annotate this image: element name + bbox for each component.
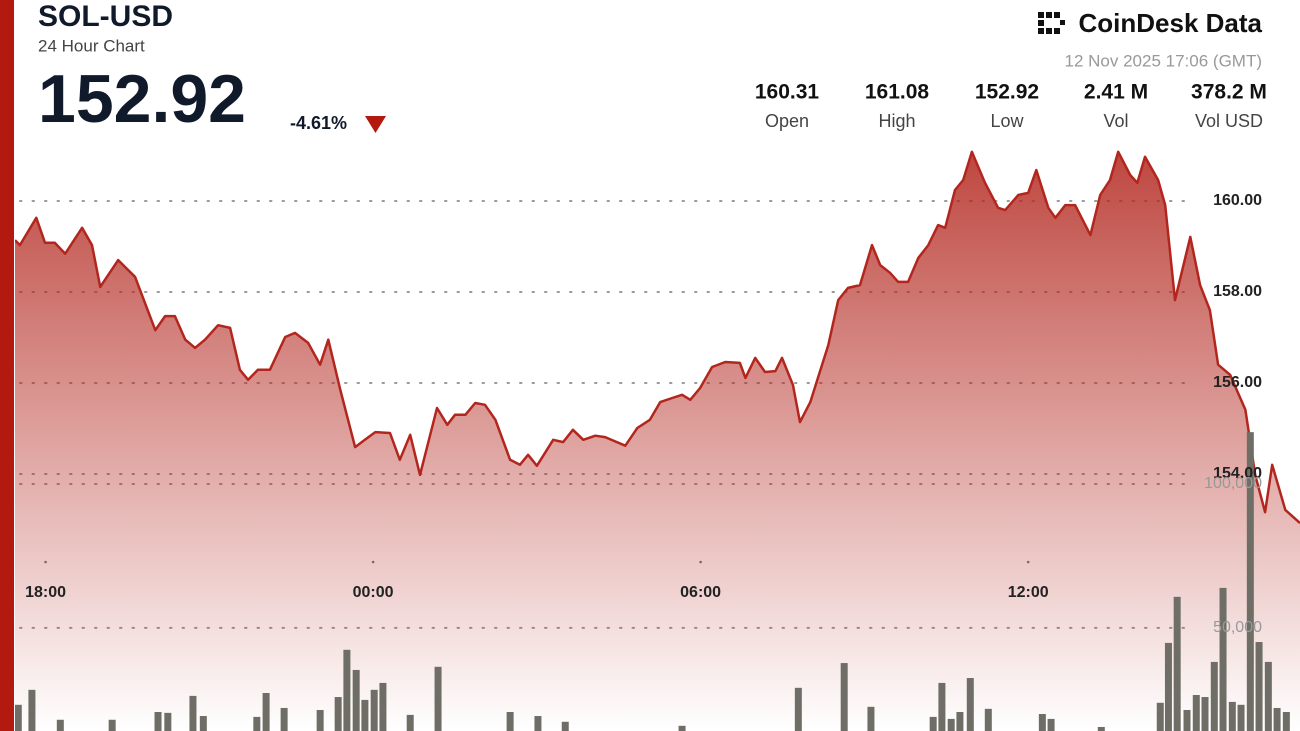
volume-bar <box>1282 711 1290 731</box>
volume-bar <box>15 704 22 731</box>
volume-bar <box>1201 697 1209 731</box>
volume-bar <box>1097 726 1105 731</box>
volume-bar <box>1210 661 1218 731</box>
change: -4.61% <box>290 113 347 133</box>
volume-bar <box>1255 642 1263 731</box>
stat-value: 2.41 M <box>1084 81 1148 104</box>
volume-bar <box>561 721 569 731</box>
symbol: SOL-USD <box>38 0 173 33</box>
x-tick-label: 06:00 <box>680 584 721 601</box>
volume-bar <box>1246 432 1254 731</box>
subtitle: 24 Hour Chart <box>38 36 145 55</box>
volume-bar <box>164 712 172 731</box>
volume-bar <box>199 716 207 731</box>
stat-label: High <box>878 111 915 131</box>
volume-bar <box>406 714 414 731</box>
y-tick-label: 154.00 <box>1213 465 1262 482</box>
volume-bar <box>506 711 514 731</box>
volume-bar <box>154 711 162 731</box>
volume-bar <box>56 719 64 731</box>
volume-bar <box>984 708 992 731</box>
volume-bar <box>1173 596 1181 731</box>
volume-bar <box>1156 702 1164 731</box>
stat-value: 161.08 <box>865 81 930 104</box>
volume-bar <box>794 687 802 731</box>
volume-bar <box>1264 661 1272 731</box>
stat-value: 160.31 <box>755 81 820 104</box>
volume-bar <box>370 689 378 731</box>
volume-bar <box>280 707 288 731</box>
y2-tick-label: 50,000 <box>1213 619 1262 636</box>
volume-bar <box>1273 707 1281 731</box>
volume-bar <box>1164 642 1172 731</box>
volume-bar <box>343 649 351 731</box>
y-tick-label: 158.00 <box>1213 283 1262 300</box>
volume-bar <box>108 719 116 731</box>
logo-icon <box>1038 12 1065 34</box>
stats: 160.31 Open 161.08 High 152.92 Low 2.41 M Vol 37… <box>755 81 1267 131</box>
volume-bar <box>361 699 369 731</box>
y-tick-label: 156.00 <box>1213 374 1262 391</box>
stat-label: Low <box>990 111 1024 131</box>
volume-bar <box>840 663 848 731</box>
plot <box>15 150 1300 731</box>
volume-bar <box>352 669 360 731</box>
volume-bar <box>1192 695 1200 731</box>
timestamp: 12 Nov 2025 17:06 (GMT) <box>1065 51 1262 70</box>
volume-bar <box>966 678 974 731</box>
volume-bar <box>28 689 36 731</box>
volume-bar <box>956 711 964 731</box>
volume-bar <box>434 666 442 731</box>
y2-tick-label: 100,000 <box>1204 475 1262 492</box>
volume-bar <box>1038 714 1046 731</box>
stat-value: 152.92 <box>975 81 1039 104</box>
x-tick-label: 18:00 <box>25 584 66 601</box>
volume-bar <box>678 725 686 731</box>
accent-bar <box>0 0 14 731</box>
volume-bar <box>938 682 946 731</box>
price-area <box>15 151 1300 731</box>
y-tick-label: 160.00 <box>1213 192 1262 209</box>
volume-bar <box>262 692 270 731</box>
volume-bar <box>1219 587 1227 731</box>
volume-bar <box>379 682 387 731</box>
volume-bar <box>334 697 342 731</box>
volume-bar <box>929 716 937 731</box>
volume-bar <box>947 718 955 731</box>
down-arrow <box>365 116 386 133</box>
stat-label: Vol <box>1103 111 1128 131</box>
volume-bar <box>1047 718 1055 731</box>
volume-bar <box>1183 709 1191 731</box>
volume-bar <box>1237 704 1245 731</box>
stat-value: 378.2 M <box>1191 81 1267 104</box>
volume-bar <box>1228 701 1236 731</box>
stat-label: Open <box>765 111 809 131</box>
brand: CoinDesk Data <box>1079 8 1263 38</box>
x-tick-label: 00:00 <box>353 584 394 601</box>
volume-bar <box>189 695 197 731</box>
volume-bar <box>534 716 542 731</box>
volume-bar <box>253 716 261 731</box>
price-line <box>15 150 1300 525</box>
stat-label: Vol USD <box>1195 111 1263 131</box>
volume-bar <box>867 706 875 731</box>
volume-bar <box>316 709 324 731</box>
x-tick-label: 12:00 <box>1008 584 1049 601</box>
price: 152.92 <box>38 61 246 137</box>
